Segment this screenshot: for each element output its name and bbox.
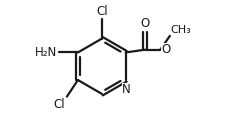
Text: Cl: Cl (54, 98, 66, 111)
Text: CH₃: CH₃ (171, 25, 191, 35)
Text: H₂N: H₂N (35, 46, 57, 59)
Text: N: N (122, 83, 131, 96)
Text: O: O (140, 17, 150, 30)
Text: Cl: Cl (96, 5, 108, 18)
Text: O: O (161, 43, 170, 56)
